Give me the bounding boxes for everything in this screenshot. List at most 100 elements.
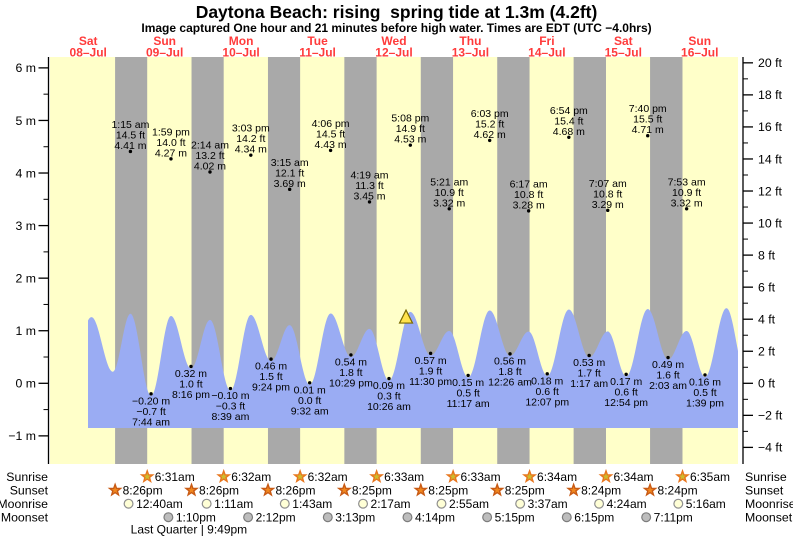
moonset-time: 2:12pm (256, 511, 296, 525)
high-tide-ft: 14.0 ft (156, 137, 185, 149)
day-label-dow: Thu (459, 34, 481, 48)
low-tide-ft: 0.5 ft (693, 387, 716, 399)
high-tide-m: 4.62 m (474, 129, 506, 141)
sunset-time: 8:25pm (428, 484, 468, 498)
sunrise-star-icon (292, 468, 308, 484)
moonset-moon-icon (163, 512, 174, 523)
high-tide-time: 1:15 am (111, 119, 149, 131)
row-label-left-sunrise: Sunrise (6, 470, 48, 484)
low-tide-m: 0.56 m (494, 355, 526, 367)
high-tide-ft: 14.9 ft (396, 123, 425, 135)
sunset-time: 8:24pm (658, 484, 698, 498)
m-tick-label: 0 m (16, 377, 37, 391)
moonrise-time: 1:11am (214, 497, 253, 511)
low-tide-ft: 1.8 ft (498, 366, 521, 378)
sunrise-star-icon (216, 468, 232, 484)
low-tide-dot (545, 372, 549, 376)
high-tide-ft: 12.1 ft (275, 167, 304, 179)
high-tide-time: 2:14 am (191, 139, 229, 151)
low-tide-dot (703, 373, 707, 377)
high-tide-ft: 14.2 ft (236, 133, 265, 145)
moonrise-moon-icon (673, 498, 684, 509)
low-tide-m: 0.46 m (255, 361, 287, 373)
sunrise-time: 6:31am (155, 470, 195, 484)
low-tide-time: 1:39 pm (686, 397, 724, 409)
day-label-date: 14–Jul (528, 46, 565, 60)
low-tide-m: 0.54 m (335, 356, 367, 368)
high-tide-ft: 14.5 ft (316, 128, 345, 140)
sunrise-time: 6:34am (613, 470, 653, 484)
high-tide-m: 4.71 m (632, 124, 664, 136)
high-tide-time: 1:59 pm (152, 126, 190, 138)
sunset-time: 8:24pm (581, 484, 621, 498)
row-label-left-moonset: Moonset (1, 511, 49, 525)
high-tide-dot (526, 209, 531, 213)
tide-curve (88, 308, 738, 428)
high-tide-time: 6:03 pm (471, 108, 509, 120)
low-tide-time: 9:24 pm (252, 382, 290, 394)
moonrise-moon-icon (201, 498, 212, 509)
row-label-right-sunset: Sunset (745, 484, 784, 498)
low-tide-time: 10:29 pm (329, 377, 373, 389)
day-label-dow: Sat (614, 34, 633, 48)
sunset-time: 8:26pm (123, 484, 163, 498)
moonrise-moon-icon (436, 498, 447, 509)
low-tide-dot (349, 353, 353, 357)
sunrise-time: 6:33am (461, 470, 501, 484)
day-label-dow: Wed (381, 34, 406, 48)
low-tide-dot (666, 355, 670, 360)
sunrise-time: 6:33am (384, 470, 424, 484)
high-tide-time: 4:19 am (351, 169, 389, 181)
high-tide-dot (487, 138, 492, 143)
high-tide-time: 4:06 pm (312, 118, 350, 130)
low-tide-ft: 1.0 ft (179, 378, 202, 390)
high-tide-m: 3.28 m (513, 199, 545, 211)
low-tide-m: 0.01 m (294, 384, 326, 396)
low-tide-m: 0.53 m (573, 357, 605, 369)
high-tide-dot (684, 207, 689, 211)
low-tide-ft: 1.9 ft (419, 365, 442, 377)
high-tide-dot (249, 153, 253, 157)
row-label-left-sunset: Sunset (10, 484, 49, 498)
high-tide-m: 4.41 m (114, 140, 146, 152)
low-tide-dot (307, 381, 312, 385)
low-tide-m: 0.49 m (652, 359, 684, 371)
low-tide-ft: 0.6 ft (614, 386, 637, 398)
high-tide-time: 5:21 am (430, 176, 468, 188)
high-tide-time: 3:15 am (271, 157, 309, 169)
sunset-time: 8:26pm (275, 484, 315, 498)
high-tide-time: 6:17 am (510, 178, 548, 190)
moonrise-time: 5:16am (686, 497, 726, 511)
low-tide-ft: 1.5 ft (259, 371, 282, 383)
low-tide-ft: 0.5 ft (456, 387, 479, 399)
day-label-date: 12–Jul (375, 46, 412, 60)
ft-tick-label: 4 ft (758, 313, 776, 327)
m-tick-label: 2 m (16, 271, 37, 285)
high-tide-ft: 10.9 ft (435, 187, 464, 199)
sunrise-star-icon (369, 468, 385, 484)
low-tide-dot (149, 392, 153, 396)
high-tide-dot (646, 133, 650, 138)
low-tide-m: 0.18 m (531, 375, 563, 387)
low-tide-m: −0.10 m (211, 390, 249, 402)
low-tide-m: 0.15 m (452, 377, 484, 389)
high-tide-dot (287, 187, 292, 192)
high-tide-dot (208, 170, 212, 174)
low-tide-dot (428, 351, 433, 356)
day-label-date: 11–Jul (299, 46, 336, 60)
high-tide-time: 7:07 am (589, 178, 627, 190)
chart-title: Daytona Beach: rising spring tide at 1.3… (195, 2, 598, 22)
m-tick-label: 3 m (16, 219, 37, 233)
low-tide-m: 0.17 m (610, 376, 642, 388)
sunrise-star-icon (521, 468, 538, 484)
row-label-right-moonset: Moonset (745, 511, 793, 525)
low-tide-dot (189, 364, 193, 369)
low-tide-ft: −0.3 ft (216, 401, 246, 413)
day-label-dow: Tue (307, 34, 328, 48)
moonset-moon-icon (402, 512, 413, 523)
low-tide-time: 11:30 pm (409, 376, 452, 388)
day-label-dow: Sun (153, 34, 176, 48)
moonset-time: 5:15pm (495, 511, 535, 525)
low-tide-m: 0.57 m (415, 355, 447, 367)
moonset-moon-icon (322, 512, 333, 523)
